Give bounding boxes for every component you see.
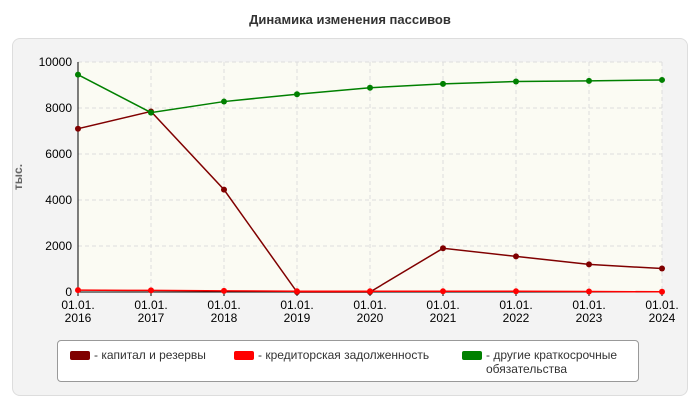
data-point (586, 261, 592, 268)
legend-label: - капитал и резервы (94, 348, 206, 362)
legend-swatch (234, 351, 254, 360)
data-point (367, 288, 373, 295)
data-point (586, 288, 592, 295)
data-point (659, 288, 665, 295)
x-tick-label: 01.01. 2017 (134, 298, 168, 325)
legend: - капитал и резервы - кредиторская задолж… (57, 340, 639, 382)
data-point (513, 78, 519, 85)
data-point (75, 71, 81, 78)
data-point (513, 253, 519, 260)
legend-item: - капитал и резервы (70, 348, 244, 362)
data-point (367, 84, 373, 91)
legend-item: - другие краткосрочные обязательства (462, 348, 636, 376)
data-point (440, 288, 446, 295)
data-point (221, 287, 227, 294)
x-tick-label: 01.01. 2019 (280, 298, 314, 325)
y-tick-label: 0 (65, 285, 72, 299)
x-tick-label: 01.01. 2024 (645, 298, 679, 325)
y-axis-label: тыс. (11, 164, 25, 190)
legend-swatch (70, 351, 90, 360)
chart-title: Динамика изменения пассивов (249, 12, 451, 27)
y-tick-label: 10000 (39, 55, 73, 69)
x-tick-label: 01.01. 2022 (499, 298, 533, 325)
legend-swatch (462, 351, 482, 360)
x-tick-label: 01.01. 2016 (61, 298, 95, 325)
data-point (659, 265, 665, 272)
data-point (294, 91, 300, 98)
legend-item: - кредиторская задолженность (234, 348, 458, 362)
data-point (440, 245, 446, 252)
data-point (294, 288, 300, 295)
data-point (148, 287, 154, 294)
y-tick-label: 2000 (45, 239, 72, 253)
data-point (221, 98, 227, 105)
data-point (586, 77, 592, 84)
legend-label: - кредиторская задолженность (258, 348, 430, 362)
x-tick-label: 01.01. 2023 (572, 298, 606, 325)
y-tick-label: 8000 (45, 101, 72, 115)
y-tick-label: 6000 (45, 147, 72, 161)
data-point (148, 109, 154, 116)
data-point (440, 80, 446, 87)
data-point (513, 288, 519, 295)
data-point (659, 76, 665, 83)
x-tick-label: 01.01. 2021 (426, 298, 460, 325)
data-point (75, 125, 81, 132)
data-point (75, 287, 81, 294)
x-tick-label: 01.01. 2018 (207, 298, 241, 325)
legend-label: - другие краткосрочные обязательства (486, 348, 618, 376)
x-tick-label: 01.01. 2020 (353, 298, 387, 325)
data-point (221, 186, 227, 193)
y-tick-label: 4000 (45, 193, 72, 207)
